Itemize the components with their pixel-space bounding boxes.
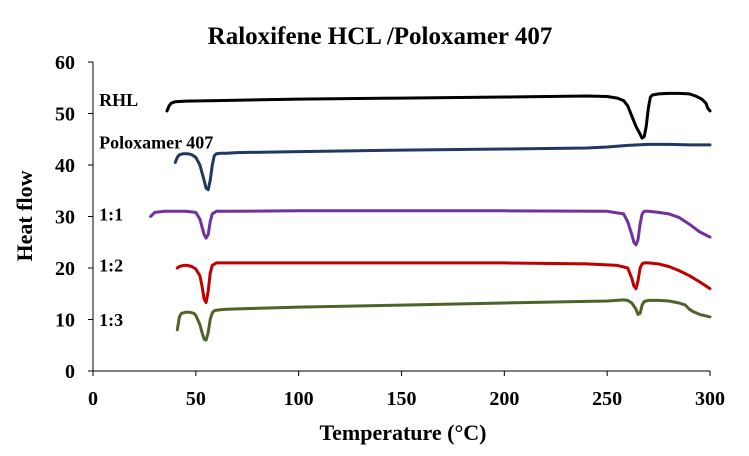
y-tick-label: 0 (65, 361, 75, 383)
y-tick-label: 10 (55, 310, 75, 332)
series-line-3 (175, 261, 712, 304)
series-line-0 (165, 91, 712, 140)
x-tick-label: 250 (592, 388, 622, 410)
series-labels: RHL Poloxamer 407 1:1 1:2 1:3 (99, 90, 213, 330)
x-tick-label: 150 (387, 388, 417, 410)
series-line-2 (149, 209, 712, 247)
axes: 0 50 100 150 200 250 300 0 10 20 30 40 50 60 (55, 52, 725, 410)
x-tick-label: 50 (186, 388, 206, 410)
series-label: RHL (99, 90, 138, 110)
y-tick-label: 50 (55, 104, 75, 126)
series-line-4 (175, 298, 712, 342)
y-axis-label: Heat flow (12, 170, 37, 261)
series-line-1 (173, 142, 712, 192)
series-label: Poloxamer 407 (99, 133, 213, 153)
y-tick-label: 60 (55, 52, 75, 74)
x-tick-label: 300 (695, 388, 725, 410)
x-tick-label: 0 (88, 388, 98, 410)
series-layer (149, 91, 712, 342)
chart-title: Raloxifene HCL /Poloxamer 407 (208, 23, 553, 50)
series-label: 1:2 (99, 256, 123, 276)
series-label: 1:1 (99, 205, 123, 225)
x-tick-label: 200 (489, 388, 519, 410)
x-axis-label: Temperature (°C) (319, 420, 486, 445)
series-label: 1:3 (99, 310, 123, 330)
y-tick-label: 20 (55, 258, 75, 280)
y-tick-label: 30 (55, 207, 75, 229)
x-tick-label: 100 (284, 388, 314, 410)
y-tick-label: 40 (55, 155, 75, 177)
